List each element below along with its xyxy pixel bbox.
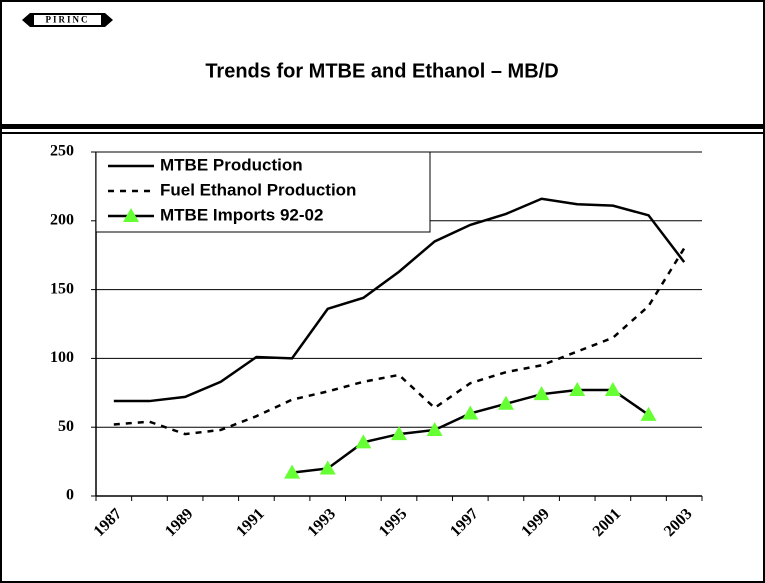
y-tick-label: 100 <box>50 349 74 366</box>
title-rule-thick <box>0 124 765 129</box>
marker <box>391 426 407 441</box>
marker <box>640 406 657 421</box>
marker <box>533 386 550 401</box>
title-rule-thin <box>0 132 765 134</box>
legend-marker <box>123 208 139 222</box>
marker <box>604 382 621 397</box>
marker <box>569 382 586 397</box>
marker <box>284 464 301 479</box>
logo-plate <box>34 15 101 25</box>
y-tick-label: 50 <box>58 418 74 435</box>
marker <box>319 460 336 475</box>
y-tick-label: 200 <box>50 211 74 228</box>
legend-label: MTBE Imports 92-02 <box>160 205 323 224</box>
y-tick-label: 150 <box>50 280 74 297</box>
y-tick-label: 250 <box>50 143 74 160</box>
legend-label: MTBE Production <box>160 155 303 174</box>
marker <box>497 395 514 410</box>
marker <box>462 405 479 420</box>
legend-label: Fuel Ethanol Production <box>160 180 356 199</box>
marker <box>355 434 372 449</box>
series-line <box>113 247 686 436</box>
marker <box>426 421 443 436</box>
logo-text: PIRINC <box>45 15 89 25</box>
y-tick-label: 0 <box>66 487 74 504</box>
series-line <box>113 197 686 403</box>
chart-title: Trends for MTBE and Ethanol – MB/D <box>205 60 558 82</box>
